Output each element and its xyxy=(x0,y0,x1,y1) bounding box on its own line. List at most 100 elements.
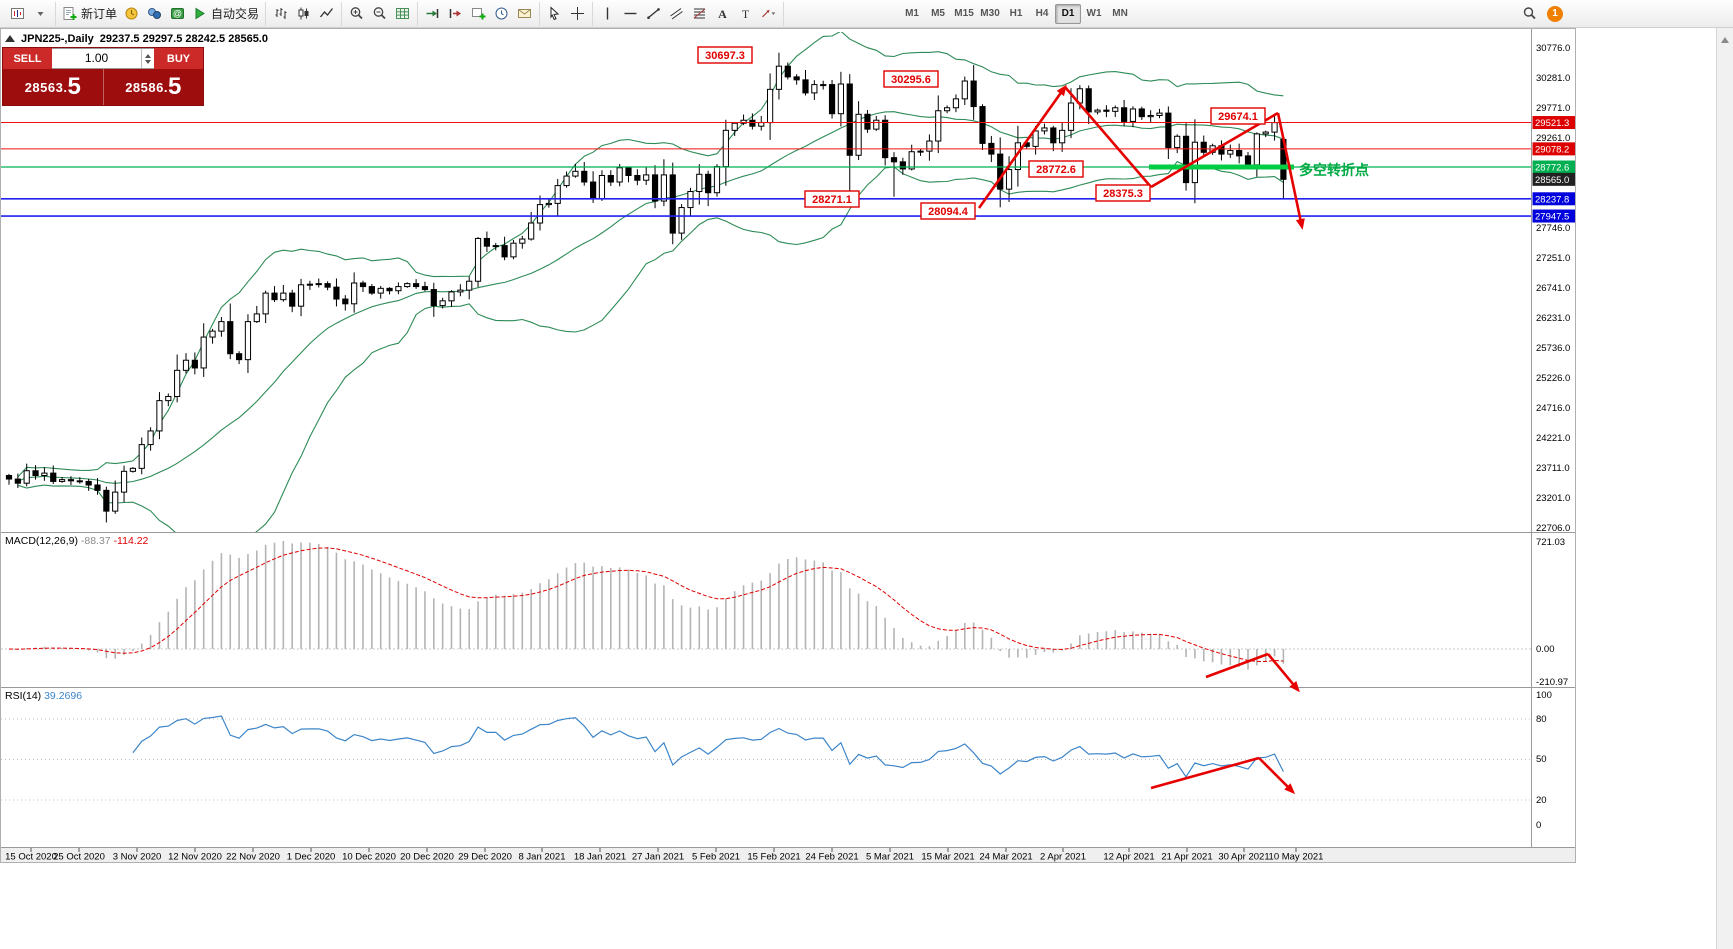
spinner-up-icon[interactable] xyxy=(145,51,151,58)
timeframe-button-mn[interactable]: MN xyxy=(1112,8,1128,19)
mail-icon[interactable] xyxy=(513,3,536,25)
trend-arrow[interactable] xyxy=(977,86,1067,209)
trend-arrow[interactable] xyxy=(1150,756,1260,790)
svg-text:30 Apr 2021: 30 Apr 2021 xyxy=(1218,852,1269,863)
price-annotation-box[interactable] xyxy=(697,46,753,64)
svg-text:RSI(14) 39.2696: RSI(14) 39.2696 xyxy=(5,690,82,702)
trend-arrow[interactable] xyxy=(1205,652,1269,679)
pivot-annotation-text[interactable]: 多空转折点 xyxy=(1299,162,1369,178)
price-annotation-box[interactable] xyxy=(804,190,860,208)
price-annotation-box[interactable] xyxy=(920,202,976,220)
buy-button[interactable]: BUY xyxy=(154,48,203,69)
clock-icon[interactable] xyxy=(490,3,513,25)
line-chart-icon[interactable] xyxy=(315,3,338,25)
market-watch-icon[interactable] xyxy=(120,3,143,25)
new-chart-icon[interactable] xyxy=(6,3,29,25)
trend-arrow[interactable] xyxy=(1258,757,1294,793)
svg-text:28237.8: 28237.8 xyxy=(1535,194,1569,205)
price-annotation-box[interactable] xyxy=(1095,184,1151,202)
axes: 30776.0 30281.0 29771.0 29261.0 27746.0 27251… xyxy=(1,29,1575,862)
toolbar-button-groups: 新订单 @ 自动交易 A T xyxy=(3,1,785,26)
trendline-icon[interactable] xyxy=(642,3,665,25)
one-click-toggle-icon[interactable] xyxy=(5,30,15,42)
svg-text:8 Jan 2021: 8 Jan 2021 xyxy=(518,852,565,863)
terminal-icon[interactable]: @ xyxy=(166,3,189,25)
svg-text:29078.2: 29078.2 xyxy=(1535,144,1569,155)
shapes-icon[interactable] xyxy=(757,3,780,25)
timeframe-button-m30[interactable]: M30 xyxy=(980,8,1000,19)
profiles-caret-icon[interactable] xyxy=(29,3,52,25)
timeframe-button-m1[interactable]: M1 xyxy=(905,8,919,19)
volume-value[interactable]: 1.00 xyxy=(84,51,109,65)
timeframe-button-h1[interactable]: H1 xyxy=(1009,8,1023,19)
horizontal-line-icon[interactable] xyxy=(619,3,642,25)
price-tag-28237.8 xyxy=(1532,192,1575,206)
autotrading-icon[interactable]: 自动交易 xyxy=(189,3,262,25)
chart-title: JPN225-,Daily 29237.5 29297.5 28242.5 28… xyxy=(5,33,268,45)
timeframe-button-m15[interactable]: M15 xyxy=(954,8,974,19)
grid-icon[interactable] xyxy=(391,3,414,25)
crosshair-icon[interactable] xyxy=(566,3,589,25)
timeframe-button-m5[interactable]: M5 xyxy=(931,8,945,19)
svg-text:80: 80 xyxy=(1536,714,1547,725)
spinner-down-icon[interactable] xyxy=(145,59,151,67)
auto-scroll-icon[interactable] xyxy=(421,3,444,25)
search-icon[interactable] xyxy=(1518,3,1541,25)
chart-window[interactable]: 30776.0 30281.0 29771.0 29261.0 27746.0 27251… xyxy=(0,28,1576,863)
svg-text:T: T xyxy=(742,7,750,21)
sell-price-big-digit[interactable]: 5 xyxy=(67,73,81,100)
fibonacci-icon[interactable] xyxy=(688,3,711,25)
timeframe-button-h4[interactable]: H4 xyxy=(1035,8,1049,19)
zoom-in-icon[interactable] xyxy=(345,3,368,25)
zoom-out-icon[interactable] xyxy=(368,3,391,25)
sell-button[interactable]: SELL xyxy=(3,48,52,69)
svg-text:26741.0: 26741.0 xyxy=(1536,283,1570,294)
price-panel xyxy=(1,32,1531,532)
notification-badge[interactable]: 1 xyxy=(1547,5,1563,22)
scrollbar-up-icon[interactable] xyxy=(1721,33,1729,43)
price-tag-27947.5 xyxy=(1532,209,1575,223)
price-annotation-box[interactable] xyxy=(1210,107,1266,125)
sell-price[interactable]: 28563. 5 xyxy=(3,69,104,105)
text-icon[interactable]: A xyxy=(711,3,734,25)
buy-price-big-digit[interactable]: 5 xyxy=(167,73,182,100)
chart-shift-icon[interactable] xyxy=(444,3,467,25)
price-annotation-box[interactable] xyxy=(1028,160,1084,178)
svg-text:30697.3: 30697.3 xyxy=(705,50,745,62)
svg-text:10 Dec 2020: 10 Dec 2020 xyxy=(342,852,396,863)
time-axis[interactable] xyxy=(1,848,1575,862)
vertical-line-icon[interactable] xyxy=(596,3,619,25)
svg-text:A: A xyxy=(718,7,727,21)
svg-text:10 May 2021: 10 May 2021 xyxy=(1269,852,1324,863)
svg-text:28271.1: 28271.1 xyxy=(812,194,852,206)
one-click-trading-panel: SELL 1.00 BUY 28563. 5 28586. 5 xyxy=(2,47,204,106)
svg-text:2 Apr 2021: 2 Apr 2021 xyxy=(1040,852,1086,863)
cursor-icon[interactable] xyxy=(543,3,566,25)
channel-icon[interactable] xyxy=(665,3,688,25)
svg-text:25226.0: 25226.0 xyxy=(1536,373,1570,384)
timeframe-button-d1[interactable]: D1 xyxy=(1055,3,1082,24)
bar-chart-icon[interactable] xyxy=(269,3,292,25)
price-tag-29078.2 xyxy=(1532,142,1575,156)
svg-text:0: 0 xyxy=(1536,820,1541,831)
new-window-icon[interactable] xyxy=(467,3,490,25)
navigator-icon[interactable] xyxy=(143,3,166,25)
trend-arrow[interactable] xyxy=(1276,112,1304,228)
candlestick-icon[interactable] xyxy=(292,3,315,25)
sell-price-main[interactable]: 28563. xyxy=(24,79,68,95)
buy-price[interactable]: 28586. 5 xyxy=(104,69,204,105)
svg-text:25 Oct 2020: 25 Oct 2020 xyxy=(53,852,105,863)
vertical-scrollbar[interactable] xyxy=(1716,28,1733,949)
price-tag-29521.3 xyxy=(1532,116,1575,130)
price-annotation-box[interactable] xyxy=(883,70,939,88)
chart-plot-background[interactable] xyxy=(1,29,1575,862)
volume-spinner[interactable] xyxy=(141,49,154,68)
volume-input[interactable]: 1.00 xyxy=(52,48,154,69)
trend-arrow[interactable] xyxy=(1150,111,1279,189)
timeframe-button-w1[interactable]: W1 xyxy=(1086,8,1102,19)
trend-arrow[interactable] xyxy=(1064,86,1152,188)
new-order-icon[interactable]: 新订单 xyxy=(59,3,120,25)
label-icon[interactable]: T xyxy=(734,3,757,25)
buy-price-main[interactable]: 28586. xyxy=(125,79,168,95)
chart-canvas[interactable]: 30776.0 30281.0 29771.0 29261.0 27746.0 27251… xyxy=(1,29,1575,862)
